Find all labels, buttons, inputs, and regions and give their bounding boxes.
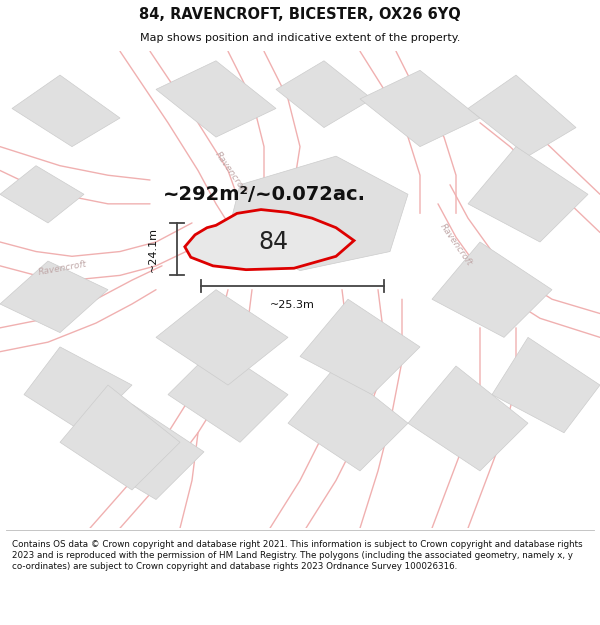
Text: ~25.3m: ~25.3m bbox=[270, 300, 315, 310]
Text: Map shows position and indicative extent of the property.: Map shows position and indicative extent… bbox=[140, 33, 460, 44]
Polygon shape bbox=[156, 61, 276, 137]
Text: Contains OS data © Crown copyright and database right 2021. This information is : Contains OS data © Crown copyright and d… bbox=[12, 540, 583, 571]
Text: ~292m²/~0.072ac.: ~292m²/~0.072ac. bbox=[163, 185, 365, 204]
Polygon shape bbox=[0, 166, 84, 223]
Text: Ravencroft: Ravencroft bbox=[438, 222, 474, 267]
Polygon shape bbox=[288, 366, 408, 471]
Text: Ravencroft: Ravencroft bbox=[213, 150, 249, 196]
Polygon shape bbox=[12, 75, 120, 147]
Polygon shape bbox=[300, 299, 420, 394]
Polygon shape bbox=[408, 366, 528, 471]
Polygon shape bbox=[185, 209, 354, 269]
Text: Ravencroft: Ravencroft bbox=[38, 259, 88, 277]
Polygon shape bbox=[84, 404, 204, 499]
Polygon shape bbox=[0, 261, 108, 332]
Polygon shape bbox=[168, 347, 288, 442]
Text: ~24.1m: ~24.1m bbox=[148, 227, 158, 272]
Text: 84: 84 bbox=[258, 230, 288, 254]
Polygon shape bbox=[24, 347, 132, 432]
Text: 84, RAVENCROFT, BICESTER, OX26 6YQ: 84, RAVENCROFT, BICESTER, OX26 6YQ bbox=[139, 7, 461, 22]
Polygon shape bbox=[468, 75, 576, 156]
Polygon shape bbox=[432, 242, 552, 338]
Polygon shape bbox=[492, 338, 600, 432]
Polygon shape bbox=[228, 156, 408, 271]
Polygon shape bbox=[276, 61, 372, 127]
Polygon shape bbox=[360, 71, 480, 147]
Polygon shape bbox=[156, 290, 288, 385]
Polygon shape bbox=[468, 147, 588, 242]
Polygon shape bbox=[60, 385, 180, 490]
